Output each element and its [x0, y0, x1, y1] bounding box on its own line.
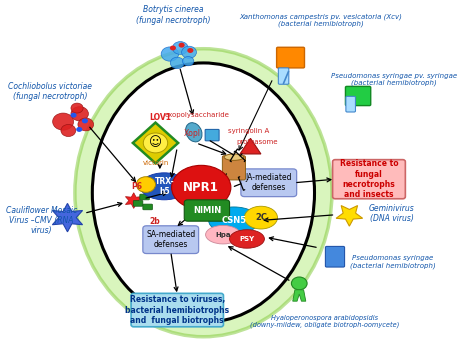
Text: NPR1: NPR1 [183, 181, 219, 194]
Text: JA-mediated
defenses: JA-mediated defenses [246, 173, 292, 192]
Polygon shape [293, 290, 306, 301]
FancyBboxPatch shape [222, 156, 246, 180]
Ellipse shape [209, 207, 259, 234]
FancyBboxPatch shape [143, 204, 152, 210]
Ellipse shape [92, 63, 314, 322]
Polygon shape [126, 193, 142, 208]
Circle shape [78, 118, 93, 131]
Polygon shape [52, 203, 83, 232]
Text: TRX-
h5: TRX- h5 [155, 177, 174, 196]
Ellipse shape [75, 49, 332, 337]
Circle shape [170, 57, 184, 69]
FancyBboxPatch shape [143, 226, 198, 253]
Ellipse shape [244, 206, 277, 229]
FancyBboxPatch shape [140, 194, 149, 200]
Ellipse shape [205, 225, 241, 244]
Text: 2b: 2b [149, 217, 160, 226]
Text: NIMIN: NIMIN [193, 206, 221, 215]
Text: Resistance to
fungal
necrotrophs
and insects: Resistance to fungal necrotrophs and ins… [340, 159, 398, 199]
FancyBboxPatch shape [276, 47, 304, 68]
FancyBboxPatch shape [346, 86, 371, 106]
Circle shape [170, 45, 176, 50]
Circle shape [143, 133, 168, 153]
Text: Geminivirus
(DNA virus): Geminivirus (DNA virus) [369, 203, 415, 223]
Text: proteasome: proteasome [236, 139, 277, 145]
Text: Xanthomonas campestris pv. vesicatoria (Xcv)
(bacterial hemibiotroph): Xanthomonas campestris pv. vesicatoria (… [240, 13, 403, 27]
Text: Pseudomonas syringae pv. syringae
(bacterial hemibiotroph): Pseudomonas syringae pv. syringae (bacte… [331, 73, 457, 86]
Circle shape [71, 103, 83, 113]
Circle shape [183, 56, 194, 66]
Text: 2C: 2C [255, 213, 267, 222]
Text: P6: P6 [132, 182, 143, 191]
Text: SA-mediated
defenses: SA-mediated defenses [146, 230, 195, 250]
Circle shape [161, 47, 178, 61]
Text: LOV1: LOV1 [150, 113, 172, 122]
Text: ☺: ☺ [149, 136, 162, 150]
Text: Hpa: Hpa [215, 232, 231, 238]
FancyBboxPatch shape [133, 201, 143, 206]
Circle shape [61, 125, 76, 136]
FancyBboxPatch shape [205, 130, 219, 141]
Circle shape [82, 119, 88, 124]
Text: XopI: XopI [184, 129, 201, 138]
Text: PSY: PSY [240, 236, 255, 242]
Circle shape [178, 42, 184, 47]
Ellipse shape [224, 154, 244, 160]
Circle shape [136, 177, 156, 192]
Text: syringolin A: syringolin A [228, 128, 269, 134]
Ellipse shape [171, 165, 231, 210]
Text: victorin: victorin [143, 160, 170, 166]
FancyBboxPatch shape [346, 96, 355, 112]
FancyBboxPatch shape [333, 160, 405, 199]
Circle shape [172, 41, 188, 54]
Text: CSN5: CSN5 [221, 216, 247, 225]
FancyBboxPatch shape [278, 68, 289, 84]
FancyBboxPatch shape [325, 246, 345, 267]
Text: Cochliobolus victoriae
(fungal necrotroph): Cochliobolus victoriae (fungal necrotrop… [8, 82, 92, 101]
Circle shape [182, 46, 197, 58]
Text: Pseudomonas syringae
(bacterial hemibiotroph): Pseudomonas syringae (bacterial hemibiot… [350, 255, 436, 269]
Circle shape [291, 277, 307, 290]
Circle shape [71, 107, 88, 121]
Ellipse shape [230, 230, 264, 248]
FancyBboxPatch shape [131, 293, 223, 327]
Polygon shape [336, 206, 363, 226]
Circle shape [76, 127, 82, 132]
Ellipse shape [140, 173, 188, 200]
Ellipse shape [186, 123, 202, 142]
Text: Hyaloperonospora arabidopsidis
(downy-mildew, obligate biotroph-oomycete): Hyaloperonospora arabidopsidis (downy-mi… [250, 315, 399, 328]
Text: Cauliflower Mosaic
Virus –CMV (RNA
virus): Cauliflower Mosaic Virus –CMV (RNA virus… [6, 206, 77, 235]
Circle shape [187, 48, 193, 53]
Polygon shape [240, 138, 261, 154]
Circle shape [71, 113, 77, 118]
FancyBboxPatch shape [184, 200, 230, 221]
FancyBboxPatch shape [241, 169, 297, 197]
Polygon shape [133, 122, 178, 163]
Text: Resistance to viruses,
bacterial hemibiotrophs
and  fungal biotrophs: Resistance to viruses, bacterial hemibio… [125, 295, 229, 325]
Circle shape [53, 113, 74, 130]
Text: exopolysaccharide: exopolysaccharide [165, 112, 230, 118]
Text: Botrytis cinerea
(fungal necrotroph): Botrytis cinerea (fungal necrotroph) [136, 5, 210, 25]
